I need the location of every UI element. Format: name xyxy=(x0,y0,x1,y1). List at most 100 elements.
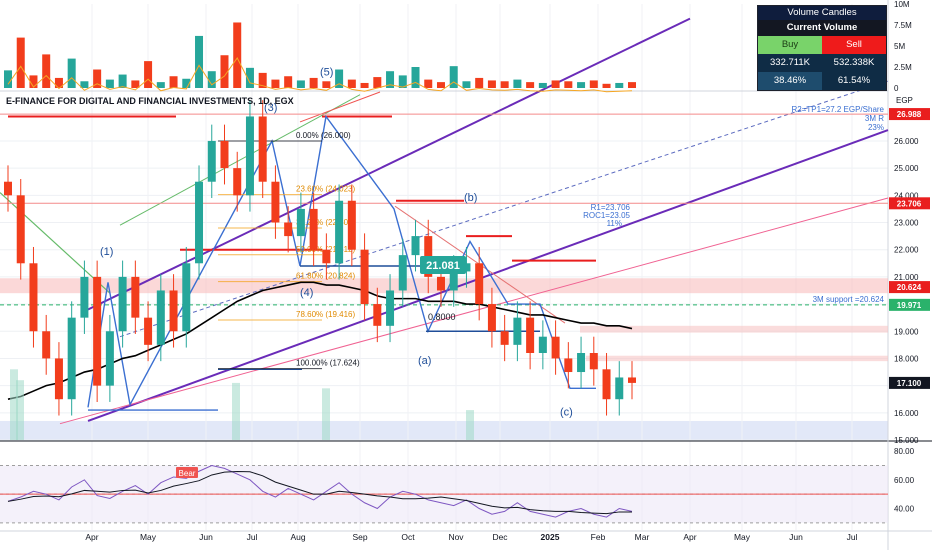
time-axis-tick: Dec xyxy=(492,532,508,542)
volume-bar xyxy=(258,72,267,88)
price-tag-label: 23.706 xyxy=(897,199,922,208)
volume-bar xyxy=(67,58,76,88)
candle-body xyxy=(589,353,598,370)
price-tag xyxy=(889,298,930,311)
volume-bar xyxy=(335,69,344,88)
volume-bar xyxy=(296,80,305,88)
in-pane-volume xyxy=(10,369,18,440)
bear-label: Bear xyxy=(179,469,196,478)
volume-bar xyxy=(118,74,127,88)
price-axis-tick: 18.000 xyxy=(894,354,919,363)
time-axis-tick: Jul xyxy=(247,532,258,542)
volume-axis-tick: 10M xyxy=(894,0,910,9)
rsi-line xyxy=(7,464,633,518)
price-tag-label: 20.624 xyxy=(897,283,922,292)
volume-bar xyxy=(602,83,611,88)
trend-channel-upper xyxy=(87,17,691,311)
candle-body xyxy=(513,317,522,345)
volume-axis-tick: 7.5M xyxy=(894,21,912,30)
price-axis-tick: 26.000 xyxy=(894,137,919,146)
volume-bar xyxy=(513,79,522,88)
time-axis-tick: Oct xyxy=(401,532,415,542)
symbol-title: E-FINANCE FOR DIGITAL AND FINANCIAL INVE… xyxy=(6,96,294,106)
candle-body xyxy=(207,140,216,182)
currency-label: EGP xyxy=(896,96,913,105)
volume-bar xyxy=(386,71,395,88)
volume-bar xyxy=(615,82,624,88)
time-axis-tick: Apr xyxy=(85,532,98,542)
buy-label: Buy xyxy=(758,36,822,54)
candle-body xyxy=(615,377,624,400)
candle-body xyxy=(411,236,420,256)
time-axis-tick: May xyxy=(734,532,751,542)
price-axis-tick: 19.000 xyxy=(894,327,919,336)
candle-body xyxy=(54,358,63,400)
candle-body xyxy=(195,181,204,264)
volume-bar xyxy=(105,79,114,88)
price-axis-tick: 16.000 xyxy=(894,409,919,418)
trend-line-pink xyxy=(59,197,889,425)
volume-bar xyxy=(245,67,254,88)
volume-bar xyxy=(80,81,89,88)
in-pane-volume xyxy=(322,388,330,440)
volume-bar xyxy=(347,79,356,88)
volume-bar xyxy=(16,37,25,88)
annotation-text: R1=23.706 xyxy=(591,203,631,212)
volume-bar xyxy=(500,81,509,88)
in-pane-volume xyxy=(232,382,240,440)
fib-level-label: 50.00% (21.812) xyxy=(296,245,355,254)
volume-bar xyxy=(182,78,191,88)
volume-bar xyxy=(220,55,229,88)
volume-bar xyxy=(284,76,293,88)
time-axis-tick: Sep xyxy=(352,532,367,542)
volume-bar xyxy=(538,82,547,88)
rsi-axis-tick: 40.00 xyxy=(894,505,915,514)
candle-body xyxy=(156,290,165,345)
volume-bar xyxy=(42,54,51,88)
candle-body xyxy=(551,336,560,359)
volume-axis-tick: 5M xyxy=(894,42,905,51)
price-tag-label: 19.971 xyxy=(897,301,922,310)
price-tag xyxy=(889,281,930,294)
candle-body xyxy=(335,200,344,264)
candle-body xyxy=(487,304,496,332)
volume-bar xyxy=(144,61,153,88)
candle-body xyxy=(42,331,51,359)
annotation-text: 0.8000 xyxy=(428,312,456,322)
wave-label: (1) xyxy=(100,246,113,258)
in-pane-volume xyxy=(16,380,24,440)
wave-label: (b) xyxy=(464,192,477,204)
volume-bar xyxy=(169,76,178,88)
annotation-text: R2=TP1=27.2 EGP/Share xyxy=(792,105,885,114)
bear-label-box xyxy=(176,467,198,478)
price-tag xyxy=(889,108,930,121)
time-axis-tick: Nov xyxy=(448,532,464,542)
candle-body xyxy=(258,116,267,182)
candle-body xyxy=(322,249,331,264)
volume-bar xyxy=(436,82,445,88)
fib-level-label: 0.00% (26.000) xyxy=(296,131,351,140)
volume-table-subtitle: Current Volume xyxy=(758,20,886,36)
support-zone xyxy=(0,420,888,440)
volume-bar xyxy=(322,81,331,88)
wave-label: (c) xyxy=(560,407,573,419)
price-tag xyxy=(889,376,930,389)
annotation-text: 3M support =20.624 xyxy=(813,295,885,304)
price-callout-box xyxy=(420,256,466,274)
volume-bar xyxy=(156,82,165,88)
volume-bar xyxy=(628,82,636,88)
sell-volume: 532.338K xyxy=(822,54,886,72)
price-axis-tick: 23.000 xyxy=(894,219,919,228)
volume-bar xyxy=(207,71,216,88)
in-pane-volume xyxy=(466,410,474,440)
fib-level-label: 23.60% (24.023) xyxy=(296,185,355,194)
candle-body xyxy=(118,276,127,332)
volume-bar xyxy=(487,80,496,88)
candle-body xyxy=(80,276,89,318)
candle-body xyxy=(245,116,254,196)
candle-body xyxy=(526,317,535,353)
volume-bar xyxy=(411,67,420,88)
volume-bar xyxy=(195,35,204,88)
candle-body xyxy=(462,263,471,272)
